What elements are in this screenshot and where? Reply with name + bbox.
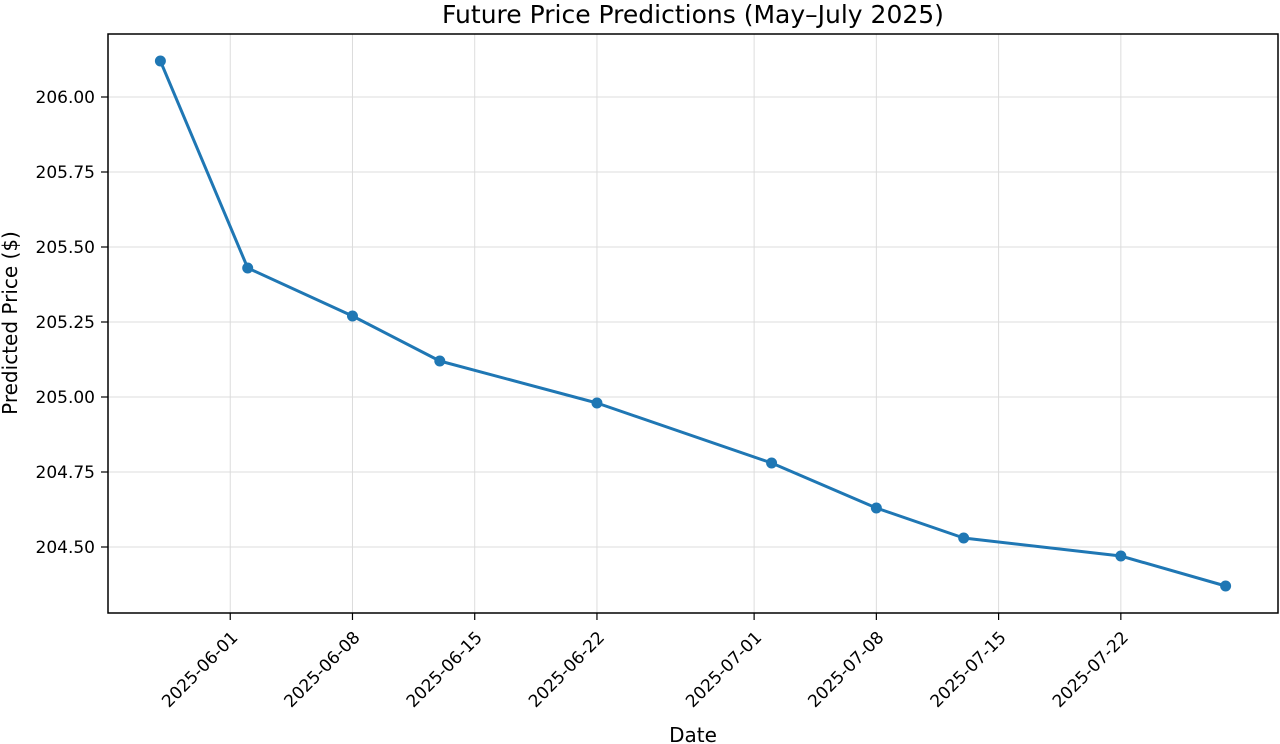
x-tick-label: 2025-07-22	[1049, 628, 1133, 712]
axes-frame	[107, 33, 1279, 614]
x-tick-label: 2025-06-22	[525, 628, 609, 712]
price-point	[434, 355, 446, 367]
y-tick-label: 206.00	[36, 88, 95, 108]
price-point	[591, 397, 603, 409]
x-tick-label: 2025-06-15	[403, 628, 487, 712]
y-tick-label: 204.50	[36, 538, 95, 558]
y-tick-label: 205.00	[36, 388, 95, 408]
y-tick-label: 205.50	[36, 238, 95, 258]
price-point	[1115, 550, 1127, 562]
x-axis-label: Date	[669, 723, 717, 744]
x-tick-label: 2025-07-08	[804, 628, 888, 712]
price-point	[766, 457, 778, 469]
x-tick-label: 2025-06-08	[280, 628, 364, 712]
x-tick-label: 2025-07-01	[682, 628, 766, 712]
price-point	[346, 310, 358, 322]
x-axis-ticks: 2025-06-01 2025-06-08 2025-06-15 2025-06-22…	[158, 613, 1133, 712]
price-point	[958, 532, 970, 544]
price-point	[154, 55, 166, 67]
x-tick-label: 2025-07-15	[927, 628, 1011, 712]
y-tick-label: 204.75	[36, 463, 95, 483]
chart-title: Future Price Predictions (May–July 2025)	[442, 0, 944, 29]
grid	[108, 34, 1278, 613]
y-axis-label: Predicted Price ($)	[0, 231, 22, 415]
price-point	[242, 262, 254, 274]
price-point	[870, 502, 882, 514]
price-point	[1220, 580, 1232, 592]
x-tick-label: 2025-06-01	[158, 628, 242, 712]
plot-area	[154, 55, 1232, 592]
y-tick-label: 205.25	[36, 313, 95, 333]
y-tick-label: 205.75	[36, 163, 95, 183]
price-series-line	[158, 59, 1228, 588]
y-axis-ticks: 204.50 204.75 205.00 205.25 205.50 205.75 206.…	[36, 88, 108, 558]
